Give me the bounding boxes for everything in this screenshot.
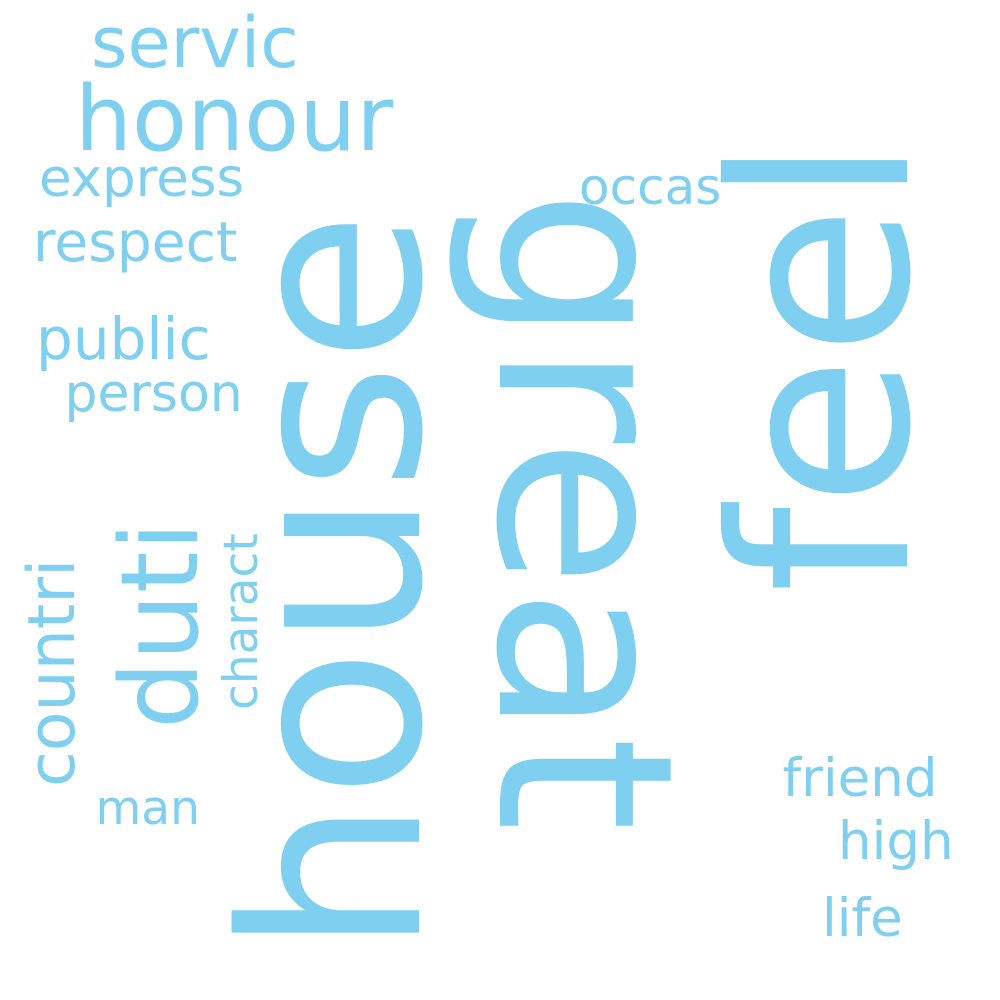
word-life: life [822,888,903,949]
word-countri: countri [15,558,90,787]
word-charact: charact [214,533,269,710]
word-duti: duti [99,521,223,729]
word-friend: friend [782,748,938,809]
word-person: person [64,364,243,424]
word-occas: occas [579,158,722,216]
word-honour: honour [75,67,394,172]
word-servic: servic [91,2,299,84]
word-man: man [95,781,200,836]
word-high: high [838,811,954,872]
word-express: express [39,148,245,209]
word-great: great [442,188,725,832]
word-feel: feel [680,137,965,593]
word-respect: respect [33,210,238,274]
word-public: public [36,305,211,373]
